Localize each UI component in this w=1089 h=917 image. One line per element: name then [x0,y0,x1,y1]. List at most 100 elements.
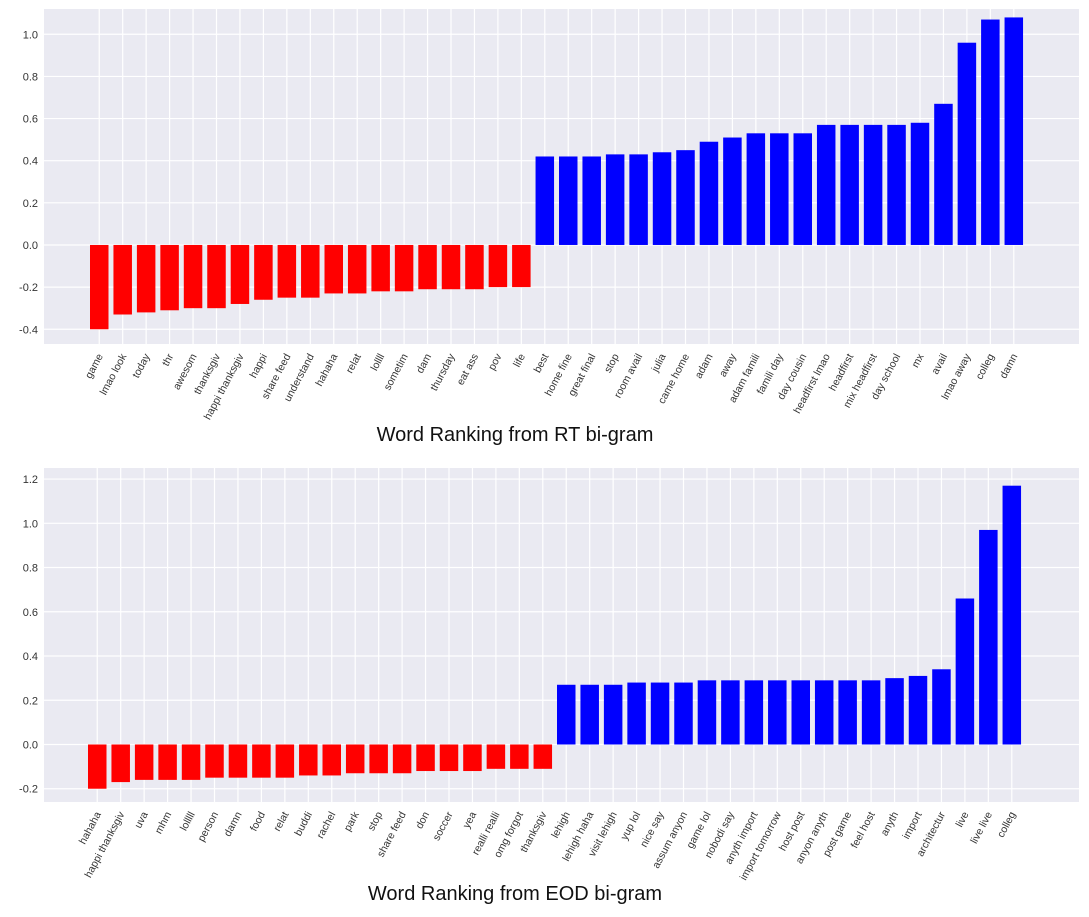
bar-happi [254,244,273,300]
y-tick-labels: -0.2 0.0 0.2 0.4 0.6 0.8 1.0 1.2 [19,474,38,796]
y-tick-label: 1.0 [23,29,38,41]
bar-stop [605,154,625,245]
bar-today [136,244,156,313]
x-tick-label: thr [160,351,177,368]
bar-life [512,244,531,288]
y-tick-label: -0.2 [19,282,38,294]
bar-rachel [322,744,341,776]
bar-happi-thanksgiv [230,244,250,304]
bar-live [955,598,975,745]
y-tick-label: 0.4 [23,156,38,168]
bar-day-cousin [793,133,812,245]
gridlines [44,468,1079,802]
bar-thanksgiv [533,744,553,769]
bar-famili-day [770,133,789,245]
chart-title: Word Ranking from RT bi-gram [377,424,654,446]
bar-lmao-look [113,244,132,315]
bars [88,485,1022,789]
bar-lollll [371,244,390,292]
bar-buddi [299,744,318,776]
bar-sometim [394,244,414,292]
bar-import [908,675,928,745]
bar-lmao-away [957,42,977,245]
bar-headfirst [840,124,859,245]
bar-nobodi-say [721,680,740,745]
bar-visit-lehigh [603,684,623,745]
bar-dam [418,244,437,290]
bar-thr [160,244,179,311]
bar-share-feed [277,244,297,298]
bar-damn [228,744,248,778]
y-tick-label: 0.2 [23,695,38,707]
bar-mx [910,122,930,245]
bar-home-fine [559,156,578,245]
bar-happi-thanksgiv [111,744,130,783]
y-tick-label: 0.6 [23,607,38,619]
bar-don [416,744,435,772]
y-tick-label: -0.2 [19,784,38,796]
x-tick-label: life [511,352,528,370]
y-tick-label: 1.2 [23,474,38,486]
bar-park [345,744,365,774]
bar-mix-headfirst [863,124,883,245]
bar-mhm [158,744,177,780]
bar-came-home [676,150,695,245]
bar-adam-famili [746,133,766,245]
bar-person [205,744,224,778]
bar-away [723,137,742,245]
y-tick-label: 0.2 [23,198,38,210]
bar-anyth [885,678,904,745]
y-tick-label: 0.4 [23,651,38,663]
y-tick-label: 0.8 [23,563,38,575]
bar-avail [934,103,953,245]
bar-game-lol [697,680,717,745]
bar-great-final [582,156,601,245]
y-tick-label: 0.8 [23,71,38,83]
bar-julia [652,152,672,245]
bar-food [252,744,271,778]
bar-live-live [979,529,998,745]
bar-day-school [887,124,906,245]
bar-lehigh [557,684,576,745]
bar-omg-forgot [510,744,529,769]
bar-room-avail [629,154,648,245]
bar-relat [347,244,367,294]
bar-awesom [183,244,203,309]
bar-lehigh-haha [580,684,599,745]
bar-lolllll [181,744,201,780]
y-tick-label: 0.0 [23,739,38,751]
bar-hahaha [324,244,343,294]
bar-anyon-anyth [814,680,834,745]
bar-colleg [1002,485,1022,745]
bar-post-game [838,680,857,745]
bar-host-post [791,680,810,745]
bar-headfirst-lmao [816,124,836,245]
bar-anyth-import [744,680,764,745]
bar-thursday [441,244,461,290]
bar-relat [275,744,295,778]
bar-yup-lol [627,682,646,745]
bar-feel-host [861,680,881,745]
bar-understand [301,244,320,298]
bar-realli-realli [486,744,506,769]
bar-share-feed [392,744,412,774]
y-tick-label: -0.4 [19,324,38,336]
bar-thanksgiv [207,244,226,309]
bar-pov [488,244,508,288]
bar-architectur [932,669,951,745]
bar-stop [369,744,388,774]
y-tick-label: 1.0 [23,518,38,530]
bar-colleg [981,19,1000,245]
bar-hahaha [88,744,107,789]
y-tick-label: 0.6 [23,114,38,126]
chart-title: Word Ranking from EOD bi-gram [368,883,662,905]
y-tick-labels: -0.4 -0.2 0.0 0.2 0.4 0.6 0.8 1.0 [19,29,38,336]
bar-assum-anyon [674,682,693,745]
bar-nice-say [650,682,670,745]
bar-uva [134,744,154,780]
bars [90,17,1024,330]
bar-soccer [439,744,459,772]
bar-eat-ass [465,244,484,290]
